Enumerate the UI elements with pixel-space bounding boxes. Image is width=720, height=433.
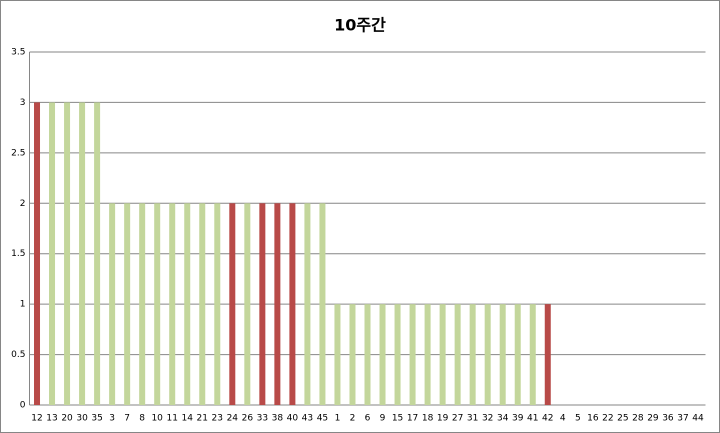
bar bbox=[319, 203, 326, 405]
bar bbox=[409, 304, 416, 405]
x-tick-label: 33 bbox=[257, 414, 268, 424]
x-tick-label: 45 bbox=[317, 414, 328, 424]
bar bbox=[469, 304, 476, 405]
x-tick-label: 30 bbox=[76, 414, 88, 424]
bar bbox=[199, 203, 206, 405]
bar bbox=[514, 304, 521, 405]
x-tick-label: 7 bbox=[124, 414, 130, 424]
bar bbox=[154, 203, 161, 405]
bar bbox=[379, 304, 386, 405]
bar bbox=[484, 304, 491, 405]
x-tick-label: 25 bbox=[617, 414, 628, 424]
x-tick-label: 16 bbox=[587, 414, 599, 424]
bar bbox=[169, 203, 176, 405]
x-tick-label: 37 bbox=[677, 414, 688, 424]
x-tick-label: 44 bbox=[692, 414, 704, 424]
bar bbox=[94, 102, 101, 405]
bar bbox=[454, 304, 461, 405]
x-tick-label: 15 bbox=[392, 414, 403, 424]
bar bbox=[439, 304, 446, 405]
y-tick-label: 1 bbox=[20, 300, 26, 310]
bar bbox=[109, 203, 116, 405]
y-tick-label: 2.5 bbox=[11, 148, 25, 158]
x-tick-label: 41 bbox=[527, 414, 538, 424]
x-tick-label: 4 bbox=[560, 414, 566, 424]
bar bbox=[274, 203, 281, 405]
bar bbox=[229, 203, 236, 405]
bar bbox=[289, 203, 296, 405]
x-tick-label: 18 bbox=[422, 414, 434, 424]
x-tick-label: 8 bbox=[139, 414, 145, 424]
x-tick-label: 21 bbox=[197, 414, 208, 424]
x-tick-label: 32 bbox=[482, 414, 493, 424]
y-tick-label: 3.5 bbox=[11, 48, 25, 58]
x-tick-label: 43 bbox=[302, 414, 313, 424]
bar bbox=[34, 102, 41, 405]
bar bbox=[544, 304, 551, 405]
x-tick-label: 27 bbox=[452, 414, 463, 424]
x-tick-label: 19 bbox=[437, 414, 449, 424]
x-tick-label: 23 bbox=[212, 414, 223, 424]
x-tick-label: 20 bbox=[61, 414, 73, 424]
x-tick-label: 28 bbox=[632, 414, 644, 424]
chart-title: 10주간 bbox=[334, 16, 386, 35]
bar bbox=[394, 304, 401, 405]
x-tick-label: 3 bbox=[109, 414, 115, 424]
x-tick-label: 1 bbox=[335, 414, 341, 424]
x-tick-label: 13 bbox=[46, 414, 57, 424]
bar bbox=[349, 304, 356, 405]
bar bbox=[364, 304, 371, 405]
bar bbox=[139, 203, 146, 405]
x-tick-label: 39 bbox=[512, 414, 524, 424]
bar bbox=[334, 304, 341, 405]
bar bbox=[124, 203, 131, 405]
bar bbox=[64, 102, 71, 405]
bar bbox=[49, 102, 56, 405]
x-tick-label: 29 bbox=[647, 414, 659, 424]
bar bbox=[79, 102, 86, 405]
x-tick-label: 10 bbox=[151, 414, 163, 424]
bar bbox=[499, 304, 506, 405]
x-tick-label: 11 bbox=[166, 414, 177, 424]
x-tick-label: 40 bbox=[287, 414, 299, 424]
x-tick-label: 2 bbox=[350, 414, 356, 424]
bar bbox=[184, 203, 191, 405]
x-tick-label: 42 bbox=[542, 414, 553, 424]
x-tick-label: 6 bbox=[365, 414, 371, 424]
x-tick-label: 24 bbox=[227, 414, 239, 424]
y-tick-label: 0.5 bbox=[11, 350, 25, 360]
bar bbox=[304, 203, 311, 405]
x-tick-label: 35 bbox=[91, 414, 102, 424]
x-tick-label: 34 bbox=[497, 414, 509, 424]
y-tick-label: 2 bbox=[20, 199, 26, 209]
bar bbox=[244, 203, 251, 405]
x-tick-label: 36 bbox=[662, 414, 674, 424]
bar bbox=[424, 304, 431, 405]
bar bbox=[259, 203, 266, 405]
x-tick-label: 9 bbox=[380, 414, 386, 424]
x-tick-label: 31 bbox=[467, 414, 478, 424]
x-tick-label: 17 bbox=[407, 414, 418, 424]
x-tick-label: 22 bbox=[602, 414, 613, 424]
bar bbox=[214, 203, 221, 405]
y-tick-label: 3 bbox=[20, 98, 26, 108]
x-tick-label: 12 bbox=[31, 414, 42, 424]
x-tick-label: 26 bbox=[242, 414, 254, 424]
x-tick-label: 14 bbox=[182, 414, 194, 424]
x-tick-label: 38 bbox=[272, 414, 284, 424]
x-tick-label: 5 bbox=[575, 414, 581, 424]
bar bbox=[529, 304, 536, 405]
y-tick-label: 0 bbox=[20, 401, 26, 411]
y-tick-label: 1.5 bbox=[11, 249, 25, 259]
